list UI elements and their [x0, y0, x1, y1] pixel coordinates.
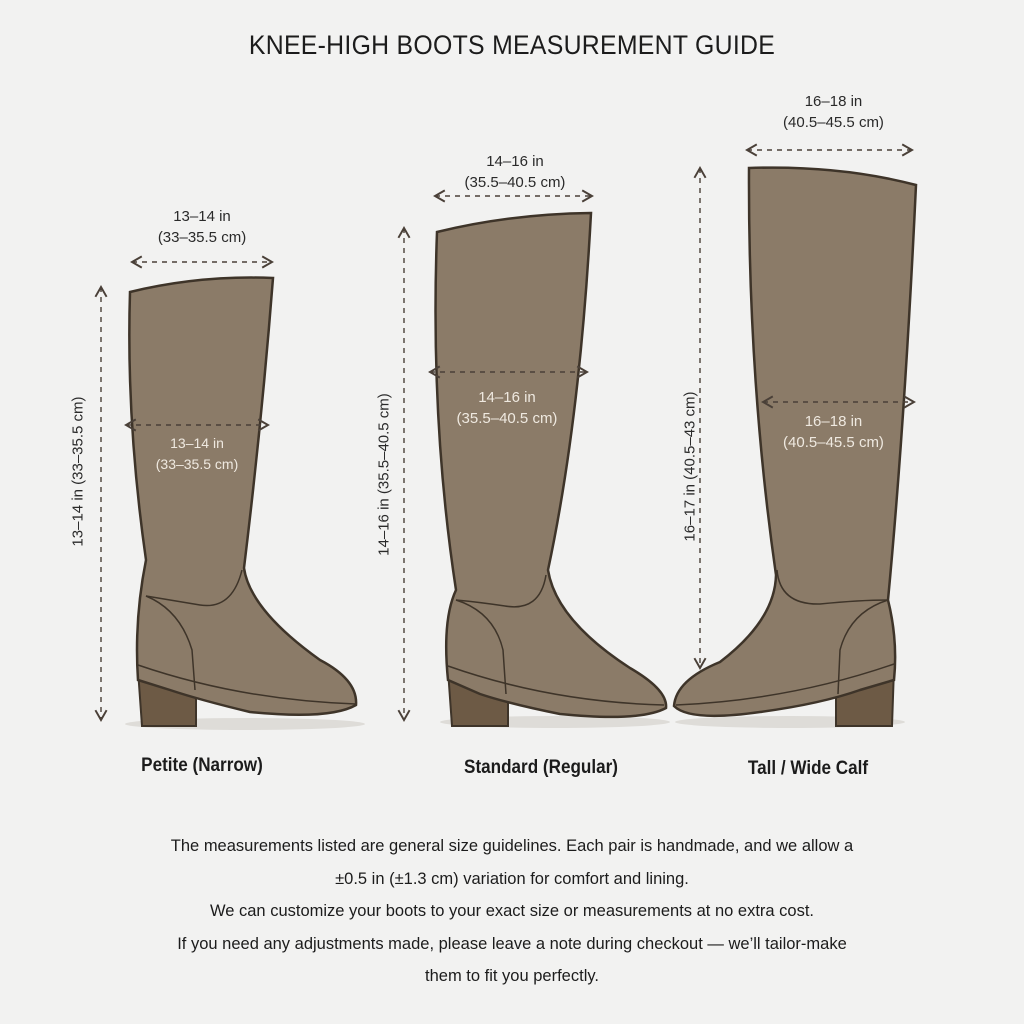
petite-label: Petite (Narrow) [141, 755, 263, 776]
centimeters: (40.5–45.5 cm) [783, 434, 884, 451]
centimeters: (35.5–40.5 cm) [456, 410, 558, 427]
standard-top-width-label: 14–16 in (35.5–40.5 cm) [440, 151, 590, 193]
inches: 13–14 in [170, 435, 224, 451]
standard-height-label: 14–16 in (35.5–40.5 cm) [375, 393, 393, 556]
inches: 14–16 in [478, 389, 536, 406]
inches: 14–16 in [486, 153, 544, 170]
standard-calf-width-label: 14–16 in (35.5–40.5 cm) [432, 387, 582, 429]
standard-label: Standard (Regular) [464, 757, 618, 778]
inches: 13–14 in [173, 208, 231, 225]
inches: 16–18 in [804, 93, 863, 110]
centimeters: (40.5–45.5 cm) [783, 114, 884, 131]
centimeters: (33–35.5 cm) [155, 456, 239, 472]
tall-top-width-label: 16–18 in (40.5–45.5 cm) [756, 91, 911, 133]
standard-boot [434, 211, 668, 727]
petite-top-width-label: 13–14 in (33–35.5 cm) [132, 206, 272, 248]
petite-boot [128, 276, 358, 727]
centimeters: (35.5–40.5 cm) [464, 174, 566, 191]
note-line: We can customize your boots to your exac… [209, 902, 815, 920]
tall-height-label: 16–17 in (40.5–43 cm) [681, 391, 699, 542]
tall-wide-calf-label: Tall / Wide Calf [747, 758, 869, 779]
tall-wide-calf-boot [672, 166, 918, 727]
centimeters: (33–35.5 cm) [157, 229, 247, 246]
inches: 16–18 in [804, 413, 863, 430]
petite-calf-width-label: 13–14 in (33–35.5 cm) [127, 433, 267, 475]
petite-height-label: 13–14 in (33–35.5 cm) [69, 396, 87, 547]
note-line: ±0.5 in (±1.3 cm) variation for comfort … [335, 869, 689, 888]
note-line: them to fit you perfectly. [425, 967, 599, 985]
tall-calf-width-label: 16–18 in (40.5–45.5 cm) [756, 411, 911, 453]
note-line: If you need any adjustments made, please… [177, 934, 847, 953]
page-title: KNEE-HIGH BOOTS MEASUREMENT GUIDE [248, 30, 776, 60]
size-note: The measurements listed are general size… [0, 830, 1024, 993]
note-line: The measurements listed are general size… [170, 837, 854, 855]
